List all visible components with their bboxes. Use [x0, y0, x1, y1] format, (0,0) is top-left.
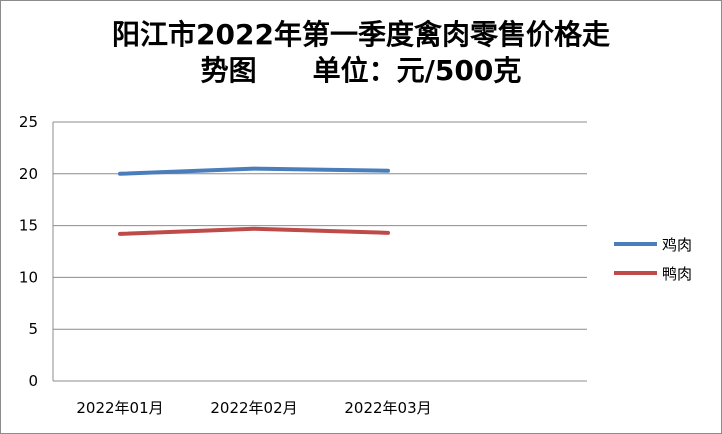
y-tick-label: 15	[19, 217, 38, 235]
chart-title: 阳江市2022年第一季度禽肉零售价格走 势图 单位：元/500克	[1, 17, 721, 89]
x-tick-label: 2022年01月	[76, 399, 163, 417]
y-tick-label: 10	[19, 268, 38, 286]
x-axis-ticks: 2022年01月 2022年02月 2022年03月	[76, 399, 431, 417]
x-tick-label: 2022年02月	[210, 399, 297, 417]
x-tick-label: 2022年03月	[344, 399, 431, 417]
y-tick-label: 0	[28, 372, 38, 390]
series-line-1	[118, 166, 390, 176]
y-tick-label: 20	[19, 165, 38, 183]
chart-title-line1: 阳江市2022年第一季度禽肉零售价格走	[112, 18, 610, 51]
series-lines	[118, 166, 390, 236]
chart-title-line2: 势图 单位：元/500克	[200, 54, 522, 87]
gridlines	[52, 121, 587, 382]
legend-label: 鸡肉	[662, 236, 692, 254]
y-tick-label: 5	[28, 320, 38, 338]
y-axis-ticks: 0 5 10 15 20 25	[19, 113, 38, 390]
y-tick-label: 25	[19, 113, 38, 131]
series-line-2	[118, 226, 390, 236]
legend-label: 鸭肉	[662, 265, 692, 283]
